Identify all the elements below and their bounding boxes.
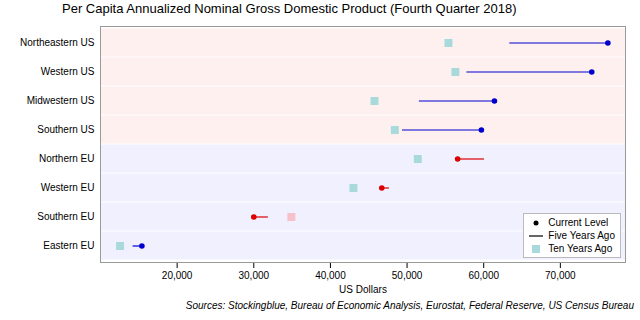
html-text:Per Capita Annualized Nominal: Per Capita Annualized Nominal Gross Dome… bbox=[62, 1, 517, 16]
svg-text:Southern EU: Southern EU bbox=[37, 211, 94, 222]
svg-text:US Dollars: US Dollars bbox=[339, 284, 387, 295]
svg-text:40,000: 40,000 bbox=[315, 270, 346, 281]
svg-text:Western US: Western US bbox=[41, 66, 95, 77]
svg-text:Midwestern US: Midwestern US bbox=[27, 95, 95, 106]
svg-text:Northeastern US: Northeastern US bbox=[20, 37, 95, 48]
svg-text:Western EU: Western EU bbox=[41, 182, 95, 193]
svg-text:60,000: 60,000 bbox=[468, 270, 499, 281]
html-text:Sources: Stockingblue, Bureau: Sources: Stockingblue, Bureau of Economi… bbox=[185, 300, 634, 311]
svg-text:50,000: 50,000 bbox=[392, 270, 423, 281]
svg-text:Eastern EU: Eastern EU bbox=[43, 240, 94, 251]
svg-text:Northern EU: Northern EU bbox=[39, 153, 95, 164]
html-text:Ten Years Ago: Ten Years Ago bbox=[548, 243, 613, 254]
html-text:Current Level: Current Level bbox=[548, 217, 609, 228]
svg-text:20,000: 20,000 bbox=[162, 270, 193, 281]
svg-text:30,000: 30,000 bbox=[238, 270, 269, 281]
svg-text:Southern US: Southern US bbox=[37, 124, 95, 135]
html-text:Five Years Ago: Five Years Ago bbox=[548, 230, 615, 241]
svg-text:70,000: 70,000 bbox=[545, 270, 576, 281]
